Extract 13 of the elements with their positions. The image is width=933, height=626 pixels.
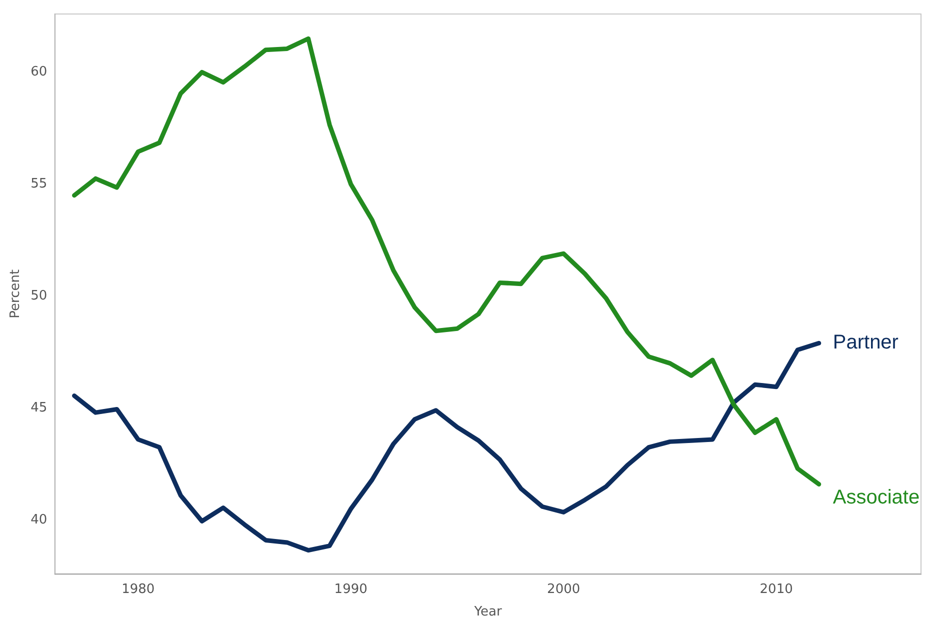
x-tick-label: 1990 xyxy=(334,582,368,597)
x-axis-title: Year xyxy=(473,604,502,620)
y-tick-label: 50 xyxy=(30,288,48,304)
series-label: Partner xyxy=(832,332,899,354)
series-label: Associate xyxy=(832,486,920,509)
y-tick-label: 60 xyxy=(30,64,48,80)
y-tick-label: 40 xyxy=(30,512,48,528)
y-axis-title: Percent xyxy=(8,269,24,318)
y-tick-label: 45 xyxy=(30,400,48,416)
y-tick-label: 55 xyxy=(30,176,48,192)
x-tick-label: 2000 xyxy=(547,582,580,597)
x-tick-label: 2010 xyxy=(760,582,793,597)
x-tick-label: 1980 xyxy=(122,582,155,597)
